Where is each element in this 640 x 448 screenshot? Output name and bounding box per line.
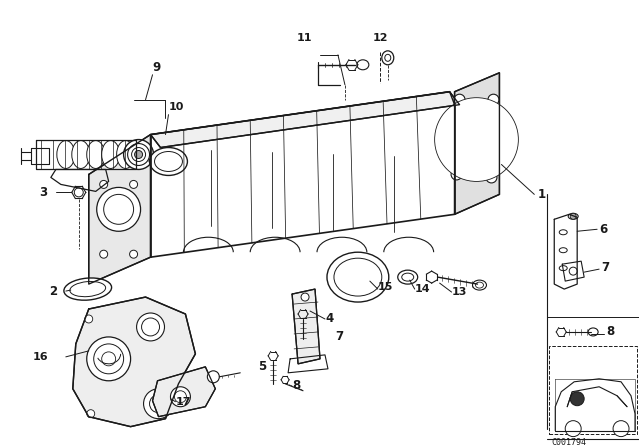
- Text: 15: 15: [378, 282, 393, 292]
- Polygon shape: [152, 367, 215, 417]
- Circle shape: [565, 421, 581, 437]
- Ellipse shape: [127, 143, 150, 165]
- Circle shape: [454, 94, 465, 105]
- Ellipse shape: [559, 248, 567, 253]
- Circle shape: [175, 391, 186, 403]
- Circle shape: [102, 352, 116, 366]
- Circle shape: [87, 410, 95, 418]
- Text: 9: 9: [152, 61, 161, 74]
- Circle shape: [84, 315, 93, 323]
- Polygon shape: [73, 297, 195, 426]
- Ellipse shape: [150, 147, 188, 176]
- Ellipse shape: [588, 328, 598, 336]
- Polygon shape: [292, 289, 320, 364]
- Circle shape: [130, 250, 138, 258]
- Text: 1: 1: [538, 188, 545, 201]
- Circle shape: [449, 112, 504, 168]
- Ellipse shape: [385, 54, 391, 61]
- Ellipse shape: [132, 147, 145, 161]
- Bar: [549, 346, 637, 434]
- Ellipse shape: [116, 141, 134, 168]
- Polygon shape: [454, 73, 499, 214]
- Ellipse shape: [154, 151, 182, 172]
- Ellipse shape: [102, 141, 120, 168]
- Circle shape: [451, 169, 462, 180]
- Circle shape: [486, 172, 497, 183]
- Circle shape: [87, 337, 131, 381]
- Text: 6: 6: [599, 223, 607, 236]
- Ellipse shape: [72, 141, 90, 168]
- Text: 4: 4: [325, 313, 333, 326]
- Ellipse shape: [559, 266, 567, 271]
- Circle shape: [97, 187, 141, 231]
- Ellipse shape: [87, 141, 105, 168]
- Ellipse shape: [402, 273, 413, 281]
- Ellipse shape: [334, 258, 382, 296]
- Text: 16: 16: [33, 352, 49, 362]
- Circle shape: [141, 318, 159, 336]
- Ellipse shape: [57, 141, 75, 168]
- Text: 3: 3: [39, 186, 47, 199]
- Circle shape: [100, 181, 108, 189]
- Circle shape: [143, 389, 173, 419]
- Circle shape: [207, 371, 220, 383]
- Ellipse shape: [64, 278, 111, 300]
- Circle shape: [104, 194, 134, 224]
- Ellipse shape: [357, 60, 369, 70]
- Circle shape: [301, 293, 309, 301]
- Ellipse shape: [327, 252, 388, 302]
- Text: 12: 12: [373, 33, 388, 43]
- Ellipse shape: [559, 230, 567, 235]
- Circle shape: [136, 313, 164, 341]
- Ellipse shape: [472, 280, 486, 290]
- Text: 8: 8: [292, 379, 300, 392]
- Circle shape: [569, 267, 577, 275]
- Polygon shape: [89, 134, 150, 284]
- Circle shape: [442, 105, 511, 174]
- Ellipse shape: [476, 282, 483, 288]
- Text: 7: 7: [601, 261, 609, 274]
- Circle shape: [435, 98, 518, 181]
- Text: 17: 17: [175, 397, 191, 407]
- Circle shape: [74, 188, 83, 197]
- Circle shape: [613, 421, 629, 437]
- Ellipse shape: [70, 281, 106, 297]
- Circle shape: [570, 392, 584, 406]
- Text: 14: 14: [415, 284, 430, 294]
- Text: 5: 5: [258, 360, 266, 373]
- Ellipse shape: [382, 51, 394, 65]
- Text: 13: 13: [452, 287, 467, 297]
- Text: 2: 2: [49, 284, 57, 297]
- Ellipse shape: [124, 140, 154, 169]
- Circle shape: [170, 387, 191, 407]
- Ellipse shape: [397, 270, 418, 284]
- Circle shape: [93, 344, 124, 374]
- Text: 10: 10: [168, 102, 184, 112]
- Text: 11: 11: [297, 33, 312, 43]
- Circle shape: [488, 94, 499, 105]
- Circle shape: [150, 395, 168, 413]
- Ellipse shape: [568, 213, 578, 220]
- Circle shape: [100, 250, 108, 258]
- Circle shape: [570, 213, 576, 220]
- Circle shape: [130, 181, 138, 189]
- Text: C001794: C001794: [551, 438, 586, 447]
- Circle shape: [134, 151, 143, 159]
- Polygon shape: [150, 92, 460, 147]
- Text: 7: 7: [335, 331, 343, 344]
- Text: 8: 8: [606, 325, 614, 338]
